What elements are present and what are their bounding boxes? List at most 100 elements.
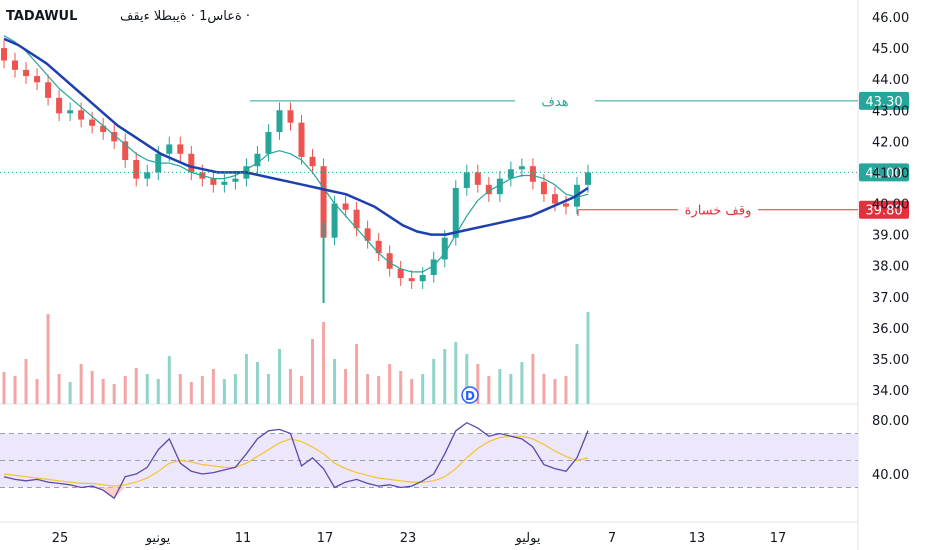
candle-body (375, 240, 382, 254)
candle-body (540, 181, 547, 195)
time-tick-label: 25 (52, 531, 69, 546)
volume-bar (189, 382, 193, 404)
candlesticks (1, 40, 591, 303)
level-stop-label-bg (678, 201, 758, 218)
candle-body (133, 159, 140, 179)
volume-bar (200, 376, 204, 404)
candle-body (177, 144, 184, 154)
volume-bar (101, 379, 105, 404)
candle-body (166, 144, 173, 154)
time-tick-label: 23 (400, 531, 417, 546)
volume-bar (322, 322, 326, 404)
volume-bar (288, 369, 292, 404)
volume-bar (255, 362, 259, 404)
rsi-tick-label: 80.00 (872, 414, 909, 429)
price-tick-label: 43.00 (872, 104, 909, 119)
candle-body (397, 268, 404, 279)
candle-body (67, 110, 74, 114)
candle-body (320, 166, 327, 238)
volume-bar (366, 374, 370, 404)
candle-body (364, 228, 371, 241)
volume-bar (145, 374, 149, 404)
volume-bar (222, 379, 226, 404)
price-tick-label: 45.00 (872, 42, 909, 57)
price-tick-label: 42.00 (872, 135, 909, 150)
candle-body (78, 110, 85, 120)
volume-bar (344, 369, 348, 404)
price-tick-label: 46.00 (872, 11, 909, 26)
moving-averages (3, 35, 589, 273)
ma-slow-line (3, 37, 589, 236)
candle-body (342, 203, 349, 210)
volume-bar (112, 384, 116, 404)
symbol-label: TADAWUL (6, 9, 77, 24)
candle-body (551, 194, 558, 204)
volume-bar (156, 379, 160, 404)
candle-body (34, 76, 41, 83)
rsi-tick-label: 40.00 (872, 468, 909, 483)
volume-bar (575, 344, 579, 404)
volume-bar (123, 376, 127, 404)
price-axis[interactable]: 46.00 45.00 44.00 43.00 42.00 41.00 40.00 39.00… (872, 11, 909, 483)
volume-bar (553, 379, 557, 404)
level-stop-badge-text: 39.80 (865, 204, 902, 219)
volume-bar (586, 312, 590, 404)
candle-body (441, 237, 448, 260)
volume-bar (300, 376, 304, 404)
time-axis[interactable]: 25 يونيو 11 17 23 يوليو 7 13 17 (52, 531, 787, 546)
candle-body (89, 119, 96, 126)
level-stop-badge (859, 200, 909, 219)
price-tick-label: 41.00 (872, 166, 909, 181)
level-target-label-bg (515, 92, 595, 109)
candle-body (1, 48, 7, 61)
volume-bar (498, 369, 502, 404)
level-last-badge (859, 163, 909, 182)
candle-body (210, 178, 217, 185)
price-tick-label: 35.00 (872, 353, 909, 368)
volume-bar (487, 376, 491, 404)
candle-body (188, 153, 195, 173)
level-target-badge (859, 91, 909, 110)
volume-bar (211, 369, 215, 404)
level-target-badge-text: 43.30 (865, 95, 902, 110)
volume-bar (233, 374, 237, 404)
volume-bar (57, 374, 61, 404)
level-last-badge-text: 41.00 (865, 166, 902, 181)
volume-bar (399, 371, 403, 404)
ma-fast-line (3, 35, 589, 273)
dividend-marker-label: D (465, 389, 475, 403)
volume-bar (465, 354, 469, 404)
volume-bar (24, 359, 28, 404)
volume-bar (454, 342, 458, 404)
candle-body (430, 259, 437, 275)
candle-body (122, 141, 129, 160)
price-tick-label: 39.00 (872, 229, 909, 244)
volume-bar (443, 349, 447, 404)
volume-bar (13, 376, 17, 404)
candle-body (353, 209, 360, 229)
volume-bar (355, 344, 359, 404)
volume-bar (421, 374, 425, 404)
volume-bar (311, 339, 315, 404)
volume-bar (2, 372, 6, 404)
volume-bar (520, 362, 524, 404)
candle-body (309, 156, 316, 167)
candle-body (463, 172, 470, 188)
interval-label: ةعاس1 · ةيبطلا ءيقف · (120, 9, 250, 24)
volume-bar (333, 359, 337, 404)
dividend-marker-icon (461, 386, 479, 404)
price-tick-label: 40.00 (872, 198, 909, 213)
candle-body (232, 178, 239, 182)
candle-body (518, 166, 525, 170)
candle-body (529, 166, 536, 182)
price-tick-label: 38.00 (872, 260, 909, 275)
candle-body (419, 274, 426, 282)
volume-bar (167, 356, 171, 404)
candle-body (254, 153, 261, 167)
candle-body (100, 125, 107, 133)
volume-bar (432, 359, 436, 404)
time-tick-label: يونيو (145, 531, 171, 546)
time-tick-label: 17 (317, 531, 334, 546)
